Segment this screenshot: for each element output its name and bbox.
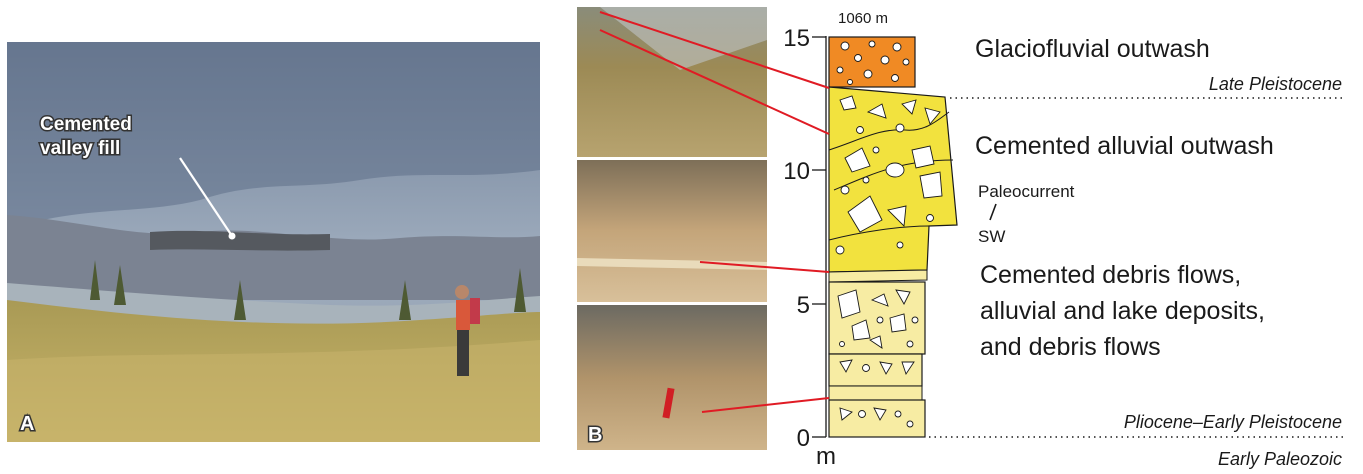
label-cemented-alluvial-outwash: Cemented alluvial outwash [975, 132, 1274, 160]
unit-debris-flow-3 [828, 399, 926, 438]
panel-b-photos: B [577, 7, 767, 450]
tick-10: 10 [783, 158, 810, 185]
label-debris-flows-line-2: alluvial and lake deposits, [980, 297, 1265, 325]
cemented-clasts [835, 95, 943, 255]
panel-a-letter: A [20, 413, 34, 435]
person-figure [456, 300, 470, 330]
photo-b-middle [577, 160, 767, 302]
strat-column: 15 10 5 0 m 1060 m [783, 10, 1343, 470]
paleocurrent-direction: SW [978, 227, 1005, 246]
boundary-pliocene-early-pleistocene: Pliocene–Early Pleistocene [1124, 412, 1342, 432]
tick-15: 15 [783, 25, 810, 52]
label-glaciofluvial-outwash: Glaciofluvial outwash [975, 35, 1210, 63]
boundary-late-pleistocene: Late Pleistocene [1209, 74, 1342, 94]
gravel-clasts [836, 40, 910, 85]
paleocurrent-arrow-icon [989, 203, 997, 221]
photo-b-bottom [577, 305, 767, 450]
label-debris-flows-line-1: Cemented debris flows, [980, 261, 1241, 289]
label-debris-flows-line-3: and debris flows [980, 333, 1161, 361]
callout-leader-line [179, 157, 233, 237]
panel-b-letter: B [588, 424, 602, 446]
boundary-early-paleozoic: Early Paleozoic [1218, 449, 1342, 469]
tick-0: 0 [797, 425, 810, 452]
correlation-lines [599, 11, 830, 413]
paleocurrent-label: Paleocurrent [978, 182, 1075, 201]
top-elevation-label: 1060 m [838, 10, 888, 27]
panel-a-photo: Cemented valley fill A [7, 42, 540, 442]
tick-5: 5 [797, 292, 810, 319]
callout-text-line-2: valley fill [40, 138, 120, 159]
scale-unit: m [816, 443, 836, 470]
callout-text-line-1: Cemented [40, 114, 132, 135]
